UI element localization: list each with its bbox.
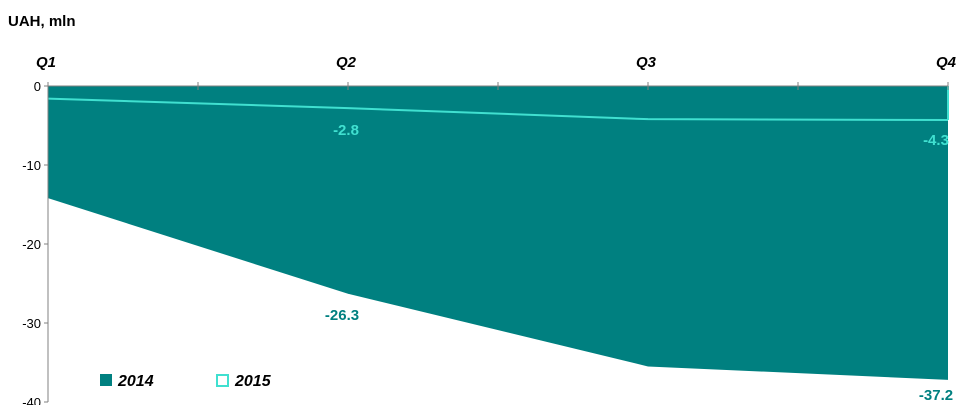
legend: 2014 2015 (100, 373, 272, 390)
x-tick-q4: Q4 (936, 54, 957, 71)
area-2014 (48, 86, 948, 380)
unit-label: UAH, mln (8, 13, 76, 30)
x-tick-q2: Q2 (336, 54, 357, 71)
line-2015 (47, 97, 949, 121)
legend-label-2015: 2015 (234, 373, 272, 390)
y-tick-label: -40 (22, 395, 41, 405)
data-label-2014-q2: -26.3 (325, 307, 359, 324)
legend-swatch-2015 (216, 374, 229, 387)
x-tick-q3: Q3 (636, 54, 657, 71)
data-label-2015-q2: -2.8 (333, 122, 359, 139)
y-tick-label: -10 (22, 158, 41, 173)
y-tick-label: 0 (34, 79, 41, 94)
x-tick-q1: Q1 (36, 54, 56, 71)
plot-area: 0 -10 -20 -30 -40 -26.3 -37.2 -2.8 -4.3 (22, 79, 953, 405)
legend-label-2014: 2014 (117, 373, 154, 390)
data-label-2014-q4: -37.2 (919, 387, 953, 404)
data-label-2015-q4: -4.3 (923, 132, 949, 149)
y-tick-label: -30 (22, 316, 41, 331)
y-tick-label: -20 (22, 237, 41, 252)
legend-swatch-2014 (100, 374, 112, 386)
